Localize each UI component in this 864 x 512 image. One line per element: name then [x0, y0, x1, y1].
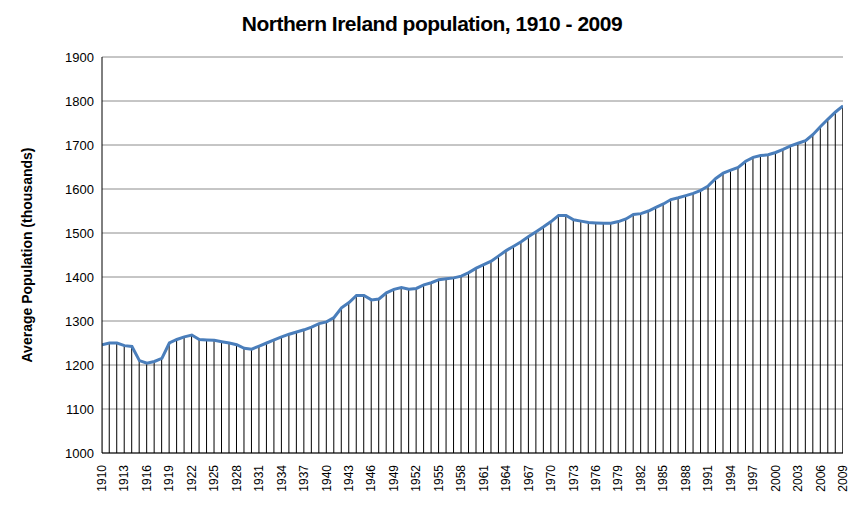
- svg-text:1922: 1922: [185, 465, 199, 492]
- svg-text:1943: 1943: [342, 465, 356, 492]
- svg-text:1700: 1700: [65, 138, 94, 153]
- svg-text:1967: 1967: [522, 465, 536, 492]
- svg-text:1934: 1934: [275, 465, 289, 492]
- svg-text:1994: 1994: [724, 465, 738, 492]
- svg-text:1931: 1931: [252, 465, 266, 492]
- svg-text:1910: 1910: [95, 465, 109, 492]
- svg-text:1970: 1970: [544, 465, 558, 492]
- svg-text:1900: 1900: [65, 50, 94, 65]
- svg-text:1985: 1985: [656, 465, 670, 492]
- svg-text:1800: 1800: [65, 94, 94, 109]
- svg-text:1973: 1973: [567, 465, 581, 492]
- svg-text:1925: 1925: [207, 465, 221, 492]
- svg-text:1100: 1100: [66, 402, 94, 417]
- svg-text:1991: 1991: [701, 465, 715, 492]
- svg-text:1946: 1946: [364, 465, 378, 492]
- svg-text:2009: 2009: [836, 465, 850, 492]
- svg-text:1913: 1913: [117, 465, 131, 492]
- svg-text:1000: 1000: [65, 446, 94, 461]
- svg-text:1976: 1976: [589, 465, 603, 492]
- svg-text:1979: 1979: [611, 465, 625, 492]
- svg-text:1500: 1500: [65, 226, 94, 241]
- svg-text:1949: 1949: [387, 465, 401, 492]
- svg-text:2006: 2006: [814, 465, 828, 492]
- svg-text:1997: 1997: [746, 465, 760, 492]
- svg-text:1961: 1961: [477, 465, 491, 492]
- svg-text:1958: 1958: [454, 465, 468, 492]
- svg-text:1300: 1300: [65, 314, 94, 329]
- svg-text:1982: 1982: [634, 465, 648, 492]
- svg-text:1952: 1952: [409, 465, 423, 492]
- svg-text:1400: 1400: [65, 270, 94, 285]
- svg-text:1928: 1928: [230, 465, 244, 492]
- svg-text:1955: 1955: [432, 465, 446, 492]
- svg-text:1600: 1600: [65, 182, 94, 197]
- html-text:Northern Ireland population, 1: Northern Ireland population, 1910 - 2009: [241, 12, 623, 35]
- svg-text:2000: 2000: [769, 465, 783, 492]
- svg-text:1937: 1937: [297, 465, 311, 492]
- svg-text:1200: 1200: [65, 358, 94, 373]
- svg-text:1964: 1964: [499, 465, 513, 492]
- svg-text:1940: 1940: [320, 465, 334, 492]
- svg-text:Average Population (thousands): Average Population (thousands): [19, 148, 35, 363]
- svg-text:1988: 1988: [679, 465, 693, 492]
- svg-text:1916: 1916: [140, 465, 154, 492]
- svg-text:2003: 2003: [791, 465, 805, 492]
- svg-text:1919: 1919: [162, 465, 176, 492]
